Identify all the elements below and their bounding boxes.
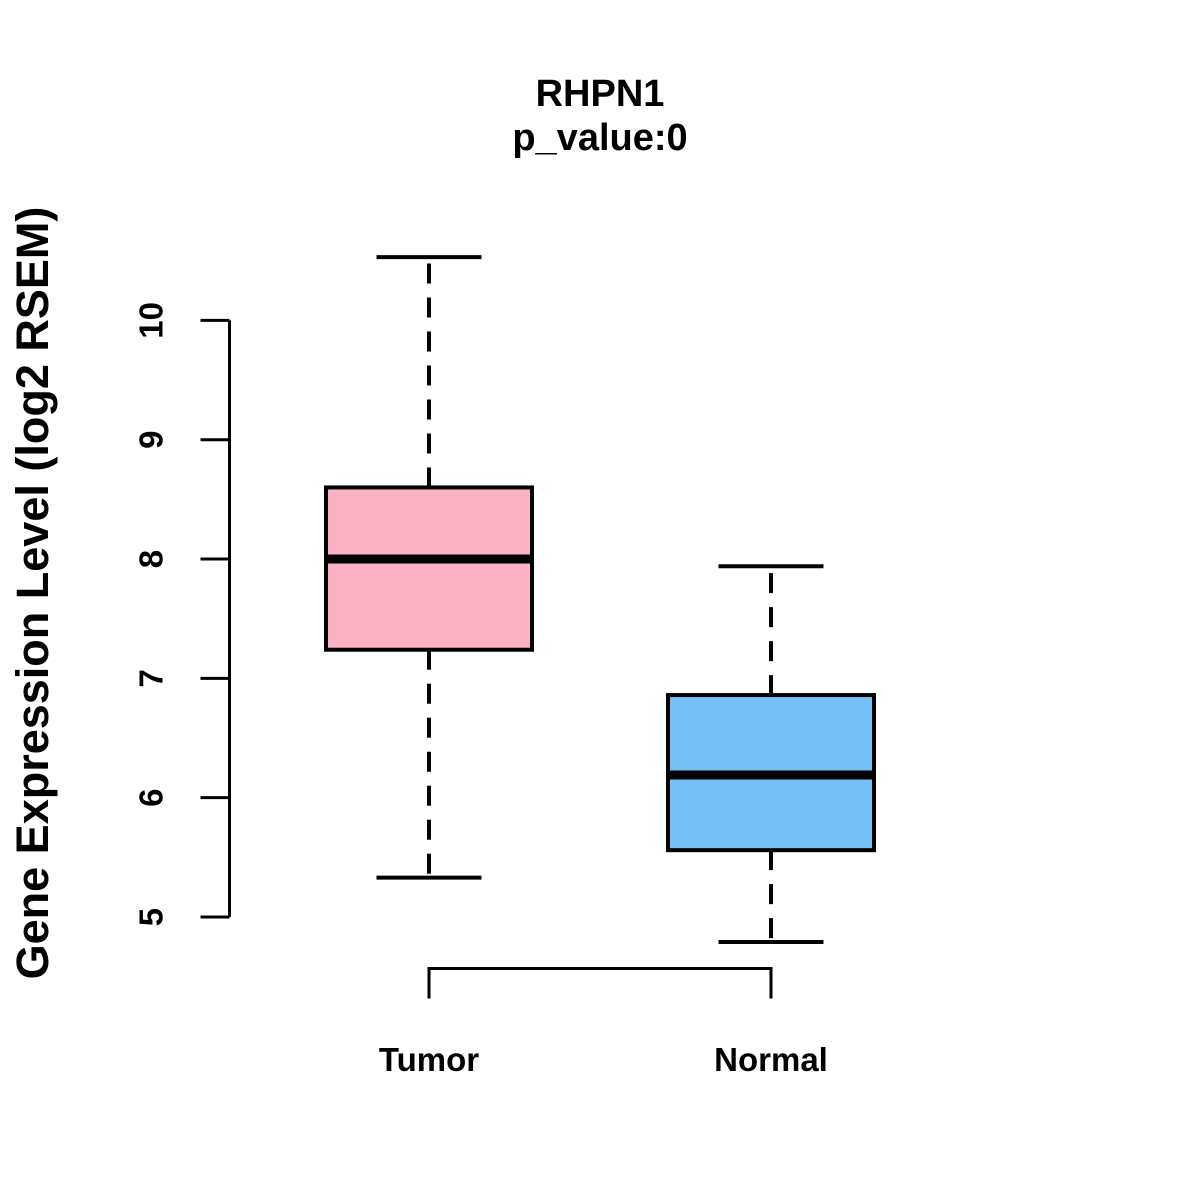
- chart-subtitle: p_value:0: [512, 117, 688, 159]
- y-tick-label: 10: [133, 302, 170, 339]
- chart-title: RHPN1: [535, 73, 665, 115]
- y-tick-label: 5: [133, 908, 170, 926]
- y-tick-label: 9: [133, 431, 170, 449]
- y-tick-label: 8: [133, 550, 170, 568]
- y-tick-label: 6: [133, 789, 170, 807]
- box-tumor: [324, 485, 534, 652]
- y-tick-label: 7: [133, 669, 170, 687]
- x-tick-label-tumor: Tumor: [378, 1041, 480, 1078]
- x-tick-label-normal: Normal: [714, 1041, 828, 1078]
- x-axis-bracket: [427, 967, 773, 999]
